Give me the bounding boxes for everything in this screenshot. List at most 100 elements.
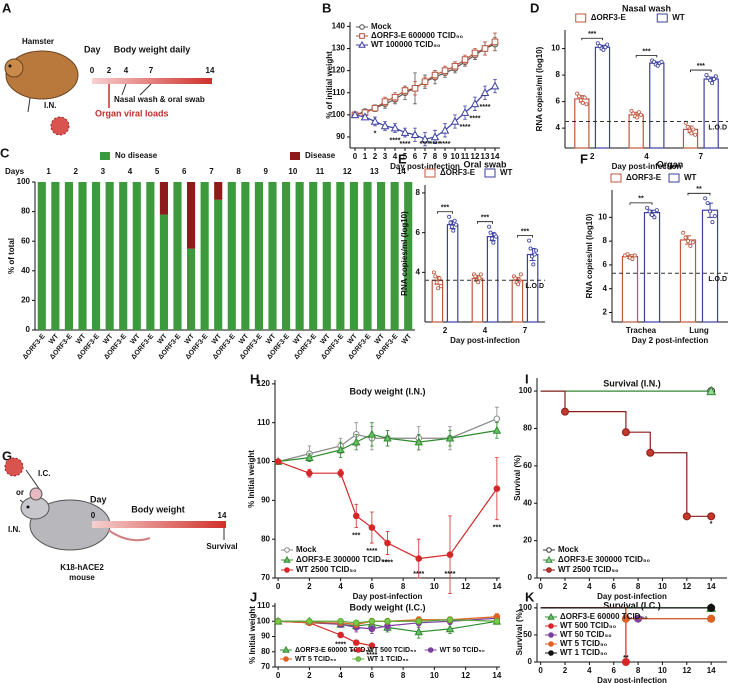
legend-marker bbox=[358, 40, 366, 48]
data-point bbox=[390, 123, 400, 132]
bar bbox=[703, 78, 719, 149]
data-point bbox=[431, 71, 439, 79]
y-tick-label: 80 bbox=[261, 647, 270, 656]
diagram-a: A Hamster I.N. Day Body weight daily 0 2… bbox=[2, 0, 215, 136]
data-point bbox=[711, 77, 716, 82]
legend-label: Mock bbox=[371, 22, 392, 31]
bar-segment bbox=[377, 182, 386, 330]
data-point bbox=[494, 234, 499, 239]
data-point bbox=[645, 205, 650, 210]
data-point bbox=[638, 112, 643, 117]
bar-segment bbox=[159, 182, 168, 215]
bar bbox=[679, 239, 697, 323]
group-label: 13 bbox=[370, 167, 379, 176]
data-point bbox=[493, 415, 501, 423]
legend-marker bbox=[548, 623, 554, 629]
x-tick-label: ΔORF3-E bbox=[22, 333, 47, 361]
significance: **** bbox=[351, 649, 362, 656]
group-label: 11 bbox=[316, 167, 325, 176]
legend-label: WT 50 TCID₅₀ bbox=[440, 647, 485, 654]
data-point bbox=[371, 104, 379, 112]
y-tick-label: 0 bbox=[26, 325, 31, 334]
group-label: 14 bbox=[397, 167, 406, 176]
data-point bbox=[654, 208, 659, 213]
significance: ** bbox=[623, 655, 629, 662]
data-point bbox=[368, 642, 376, 649]
y-tick-label: 110 bbox=[332, 88, 345, 97]
panel-letter: B bbox=[322, 0, 331, 15]
bar bbox=[446, 224, 459, 323]
y-tick-label: 110 bbox=[257, 601, 270, 610]
x-axis-label: Day post-infection bbox=[612, 162, 682, 171]
data-point bbox=[445, 624, 455, 633]
legend-marker bbox=[359, 24, 365, 30]
data-point bbox=[631, 111, 636, 116]
data-point bbox=[380, 121, 390, 130]
group-label: 8 bbox=[236, 167, 241, 176]
legend-label: ΔORF3-E bbox=[440, 168, 476, 177]
animal-label: K18-hACE2 bbox=[60, 563, 104, 572]
legend-marker bbox=[427, 647, 434, 653]
y-tick-label: 10 bbox=[598, 212, 607, 221]
significance: *** bbox=[642, 48, 650, 55]
group-label: 7 bbox=[209, 167, 214, 176]
bar-segment bbox=[173, 182, 182, 330]
x-tick-label: 2 bbox=[563, 582, 568, 591]
data-point bbox=[527, 238, 532, 243]
x-tick-label: 2 bbox=[443, 326, 448, 335]
data-point bbox=[401, 87, 409, 94]
data-point bbox=[384, 539, 391, 547]
bar-segment bbox=[105, 182, 114, 330]
x-tick-label: 6 bbox=[612, 582, 617, 591]
data-point bbox=[337, 617, 344, 625]
y-tick-label: 20 bbox=[21, 296, 30, 305]
bar-segment bbox=[268, 182, 277, 330]
x-tick-label: 6 bbox=[413, 152, 418, 161]
significance: *** bbox=[521, 228, 529, 235]
x-tick-label: 2 bbox=[373, 152, 378, 161]
data-point bbox=[561, 407, 570, 416]
group-label: 6 bbox=[182, 167, 187, 176]
data-point bbox=[352, 619, 360, 627]
data-point bbox=[706, 75, 711, 80]
legend-label: WT 50 TCID₅₀ bbox=[560, 630, 612, 639]
data-point bbox=[621, 428, 630, 437]
group-label: 9 bbox=[263, 167, 268, 176]
day-tick: 14 bbox=[218, 511, 227, 520]
x-tick-label: 12 bbox=[461, 671, 470, 680]
data-point bbox=[391, 93, 399, 101]
data-point bbox=[460, 107, 470, 116]
data-point bbox=[336, 445, 345, 454]
y-tick-label: 4 bbox=[556, 123, 561, 132]
mouse-tail bbox=[107, 529, 151, 542]
data-point bbox=[448, 220, 453, 225]
animal-label: mouse bbox=[69, 573, 95, 582]
panel-letter: G bbox=[2, 448, 12, 463]
data-point bbox=[447, 214, 452, 219]
x-tick-label: 14 bbox=[492, 582, 501, 591]
data-point bbox=[687, 128, 692, 133]
arrows bbox=[108, 83, 152, 96]
legend-label: WT 100000 TCID₅₀ bbox=[371, 40, 441, 49]
legend-label: WT 500 TCID₅₀ bbox=[560, 621, 617, 630]
x-tick-label: Trachea bbox=[626, 326, 657, 335]
data-point bbox=[707, 614, 716, 623]
data-point bbox=[488, 230, 493, 235]
virus bbox=[4, 457, 24, 477]
group-label: 1 bbox=[46, 167, 51, 176]
data-point bbox=[445, 433, 455, 442]
chart-title: Organ bbox=[657, 159, 684, 169]
data-point bbox=[703, 196, 708, 201]
legend-label: ΔORF3-E bbox=[626, 173, 662, 182]
y-axis-label: Survival (%) bbox=[515, 609, 524, 655]
data-point bbox=[306, 469, 313, 477]
or-label: or bbox=[16, 488, 24, 497]
x-tick-label: 0 bbox=[276, 671, 281, 680]
data-point bbox=[681, 230, 686, 235]
chart-title: Body weight (I.C.) bbox=[350, 602, 426, 612]
legend-marker bbox=[546, 547, 552, 553]
data-point bbox=[529, 254, 534, 259]
x-axis-label: Day post-infection bbox=[390, 162, 460, 171]
bar-segment bbox=[214, 199, 223, 330]
x-tick-label: 2 bbox=[307, 582, 312, 591]
